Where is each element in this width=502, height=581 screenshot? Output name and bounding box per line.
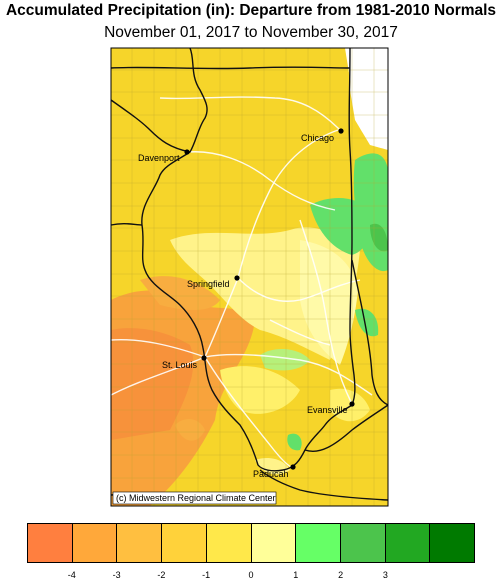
legend-swatch (251, 524, 297, 562)
svg-text:St. Louis: St. Louis (162, 360, 198, 370)
city-evansville: Evansville (307, 401, 355, 415)
legend-tick-label: 0 (248, 570, 254, 580)
svg-text:Paducah: Paducah (253, 469, 289, 479)
city-davenport: Davenport (138, 149, 190, 163)
legend-tick-label: 1 (293, 570, 299, 580)
legend-swatch (206, 524, 252, 562)
legend-tick-label: 3 (382, 570, 388, 580)
city-paducah: Paducah (253, 464, 296, 479)
svg-text:(c) Midwestern Regional Climat: (c) Midwestern Regional Climate Center (116, 493, 276, 503)
legend-swatch (162, 524, 207, 562)
map-title: Accumulated Precipitation (in): Departur… (5, 2, 497, 19)
county-grid (111, 48, 388, 506)
legend-tick-label: -3 (112, 570, 121, 580)
svg-text:Evansville: Evansville (307, 405, 348, 415)
legend-tick-label: -1 (202, 570, 211, 580)
svg-text:Davenport: Davenport (138, 153, 180, 163)
illinois-border (141, 47, 356, 472)
legend-swatch (117, 524, 163, 562)
state-borders (110, 47, 389, 501)
highways (110, 96, 373, 469)
legend-swatch (72, 524, 118, 562)
city-springfield: Springfield (187, 275, 240, 289)
map-subtitle: November 01, 2017 to November 30, 2017 (104, 24, 398, 41)
credit-box: (c) Midwestern Regional Climate Center (112, 491, 277, 505)
svg-text:Springfield: Springfield (187, 279, 230, 289)
legend-swatch (430, 524, 475, 562)
legend-tick-label: -2 (157, 570, 166, 580)
precip-field (111, 48, 388, 506)
legend-swatch (296, 524, 341, 562)
legend-tick-label: -4 (67, 570, 76, 580)
legend-swatch (340, 524, 386, 562)
city-chicago: Chicago (301, 128, 344, 143)
svg-text:Chicago: Chicago (301, 133, 334, 143)
city-markers: Chicago Davenport Springfield St. Louis … (138, 128, 355, 479)
map-frame (110, 47, 389, 507)
color-legend (27, 523, 475, 563)
city-st-louis: St. Louis (162, 355, 207, 370)
legend-swatch (385, 524, 431, 562)
legend-tick-label: 2 (338, 570, 344, 580)
legend-swatch (28, 524, 73, 562)
